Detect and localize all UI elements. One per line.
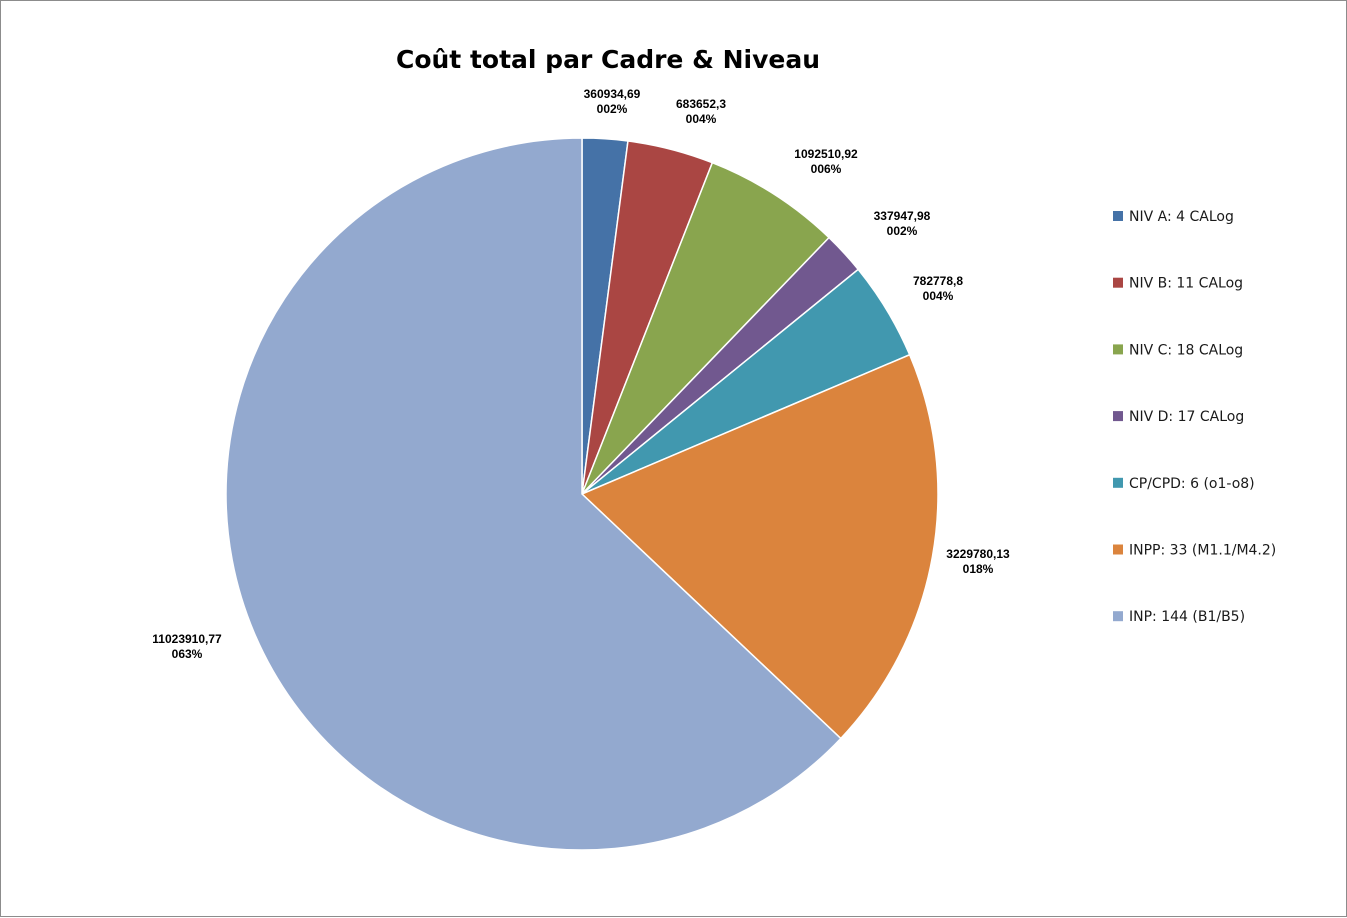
data-label-niv-d-17-calog: 337947,98 002% <box>874 209 931 238</box>
legend-swatch <box>1113 211 1123 221</box>
legend-swatch <box>1113 344 1123 355</box>
legend-label: CP/CPD: 6 (o1-o8) <box>1129 476 1255 492</box>
data-label-niv-b-11-calog: 683652,3 004% <box>676 97 726 126</box>
legend-swatch <box>1113 277 1123 288</box>
pie-slice-inp-144-b1-b5 <box>225 137 842 851</box>
data-label-niv-c-18-calog: 1092510,92 006% <box>794 147 858 176</box>
data-label-percent: 002% <box>597 102 628 116</box>
legend-item-niv-a-4-calog: NIV A: 4 CALog <box>1113 209 1234 225</box>
legend-label: INPP: 33 (M1.1/M4.2) <box>1129 543 1276 559</box>
data-label-value: 782778,8 <box>913 274 963 288</box>
data-label-percent: 063% <box>172 647 203 661</box>
data-label-inp-144-b1-b5: 11023910,77 063% <box>152 632 222 661</box>
data-label-niv-a-4-calog: 360934,69 002% <box>584 87 641 116</box>
pie-data-labels: 360934,69 002% 683652,3 004%1092510,92 006%3… <box>152 87 1010 661</box>
legend-item-niv-d-17-calog: NIV D: 17 CALog <box>1113 409 1244 425</box>
pie-slice-niv-c-18-calog <box>581 161 831 495</box>
data-label-value: 337947,98 <box>874 209 931 223</box>
pie-slice-inpp-33-m1-1-m4-2 <box>580 353 939 740</box>
pie-slices <box>225 137 939 851</box>
legend: NIV A: 4 CALog NIV B: 11 CALog NIV C: 18 C… <box>1113 209 1276 625</box>
data-label-percent: 018% <box>963 562 994 576</box>
legend-label: NIV B: 11 CALog <box>1129 276 1243 292</box>
data-label-percent: 002% <box>887 224 918 238</box>
data-label-percent: 004% <box>686 112 717 126</box>
legend-item-niv-c-18-calog: NIV C: 18 CALog <box>1113 342 1243 358</box>
data-label-value: 683652,3 <box>676 97 726 111</box>
legend-swatch <box>1113 611 1123 622</box>
data-label-value: 11023910,77 <box>152 632 222 646</box>
data-label-value: 1092510,92 <box>794 147 858 161</box>
legend-label: NIV D: 17 CALog <box>1129 409 1244 425</box>
legend-swatch <box>1113 477 1123 488</box>
data-label-percent: 004% <box>923 289 954 303</box>
legend-label: NIV A: 4 CALog <box>1129 209 1234 225</box>
legend-swatch <box>1113 544 1123 555</box>
legend-label: NIV C: 18 CALog <box>1129 342 1243 358</box>
legend-item-cp-cpd-6-o1-o8: CP/CPD: 6 (o1-o8) <box>1113 476 1255 492</box>
chart-title: Coût total par Cadre & Niveau <box>396 45 820 74</box>
legend-swatch <box>1113 411 1123 422</box>
legend-item-inp-144-b1-b5: INP: 144 (B1/B5) <box>1113 609 1245 625</box>
data-label-cp-cpd-6-o1-o8: 782778,8 004% <box>913 274 963 303</box>
data-label-inpp-33-m1-1-m4-2: 3229780,13 018% <box>946 547 1010 576</box>
legend-item-inpp-33-m1-1-m4-2: INPP: 33 (M1.1/M4.2) <box>1113 543 1276 559</box>
legend-label: INP: 144 (B1/B5) <box>1129 609 1245 625</box>
data-label-percent: 006% <box>811 162 842 176</box>
data-label-value: 360934,69 <box>584 87 641 101</box>
data-label-value: 3229780,13 <box>946 547 1010 561</box>
legend-item-niv-b-11-calog: NIV B: 11 CALog <box>1113 276 1243 292</box>
